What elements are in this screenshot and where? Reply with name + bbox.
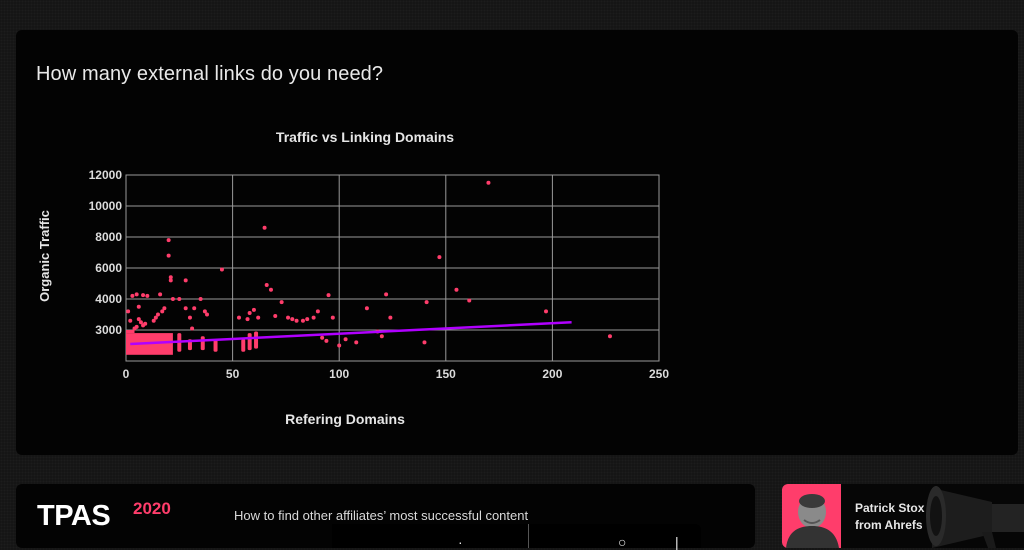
chart-grid <box>125 174 660 362</box>
scatter-points <box>126 180 612 348</box>
y-tick-label: 6000 <box>95 261 122 275</box>
brand-year: 2020 <box>133 499 171 518</box>
partial-icon: | <box>675 534 679 550</box>
scatter-chart: 3000 4000 6000 8000 10000 12000 0 50 100 150 200 25… <box>37 129 670 427</box>
y-tick-label: 3000 <box>95 323 122 337</box>
slide-card: How many external links do you need? <box>16 30 1018 455</box>
x-axis-label: Refering Domains <box>285 411 405 427</box>
overlay-divider <box>528 524 529 548</box>
x-tick-label: 100 <box>329 367 349 381</box>
y-tick-label: 8000 <box>95 230 122 244</box>
x-tick-label: 50 <box>226 367 240 381</box>
partial-icon: ○ <box>618 534 627 550</box>
chart-title: Traffic vs Linking Domains <box>276 129 454 145</box>
x-tick-label: 250 <box>649 367 669 381</box>
talk-title: How to find other affiliates’ most succe… <box>234 508 529 523</box>
brand-logo: TPAS <box>37 500 111 532</box>
speaker-avatar <box>782 484 841 548</box>
x-tick-label: 200 <box>542 367 562 381</box>
partial-icon: · <box>458 534 463 550</box>
x-tick-label: 0 <box>123 367 130 381</box>
y-tick-label: 12000 <box>89 168 123 182</box>
speaker-name: Patrick Stox from Ahrefs <box>855 501 925 532</box>
y-tick-label: 4000 <box>95 292 122 306</box>
speaker-card: Patrick Stox from Ahrefs <box>782 484 1024 548</box>
x-tick-label: 150 <box>436 367 456 381</box>
axis-ticks: 3000 4000 6000 8000 10000 12000 0 50 100 150 200 25… <box>89 168 670 381</box>
slide-title: How many external links do you need? <box>36 63 384 85</box>
partial-overlay-panel: · ○ | <box>332 524 701 550</box>
y-tick-label: 10000 <box>89 199 123 213</box>
footer-bar: TPAS 2020 How to find other affiliates’ … <box>16 484 755 550</box>
megaphone-icon <box>926 486 1024 548</box>
y-axis-label: Organic Traffic <box>37 210 52 302</box>
trend-line <box>130 321 572 346</box>
